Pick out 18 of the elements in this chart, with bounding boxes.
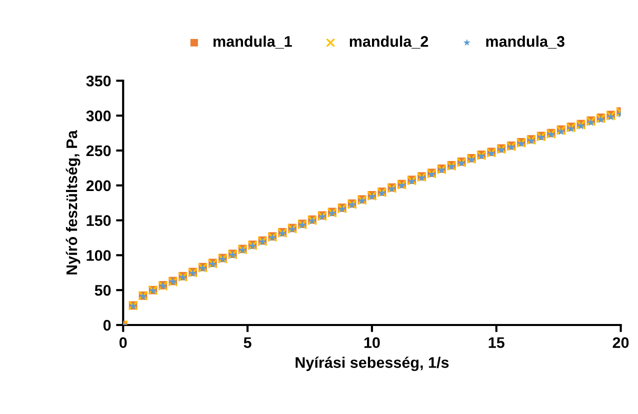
- legend-label: mandula_1: [214, 36, 292, 49]
- y-tick-label: 0: [103, 320, 111, 331]
- x-tick-label: 20: [612, 337, 629, 348]
- x-axis-title: Nyírási sebesség, 1/s: [296, 356, 449, 372]
- x-tick-label: 5: [244, 337, 252, 348]
- x-tick-label: 15: [488, 337, 504, 348]
- y-tick-label: 350: [86, 76, 111, 86]
- legend-label: mandula_3: [486, 36, 564, 49]
- y-tick-label: 100: [86, 250, 111, 261]
- y-tick-label: 300: [86, 110, 111, 122]
- y-axis-title: Nyíró feszültség, Pa: [66, 130, 80, 274]
- x-tick-label: 10: [364, 337, 380, 348]
- y-tick-label: 50: [94, 284, 111, 296]
- y-tick-label: 250: [86, 145, 111, 156]
- legend-label: mandula_2: [350, 36, 428, 49]
- y-tick-label: 150: [86, 215, 111, 226]
- y-tick-label: 200: [86, 180, 111, 192]
- x-tick-label: 0: [119, 337, 127, 348]
